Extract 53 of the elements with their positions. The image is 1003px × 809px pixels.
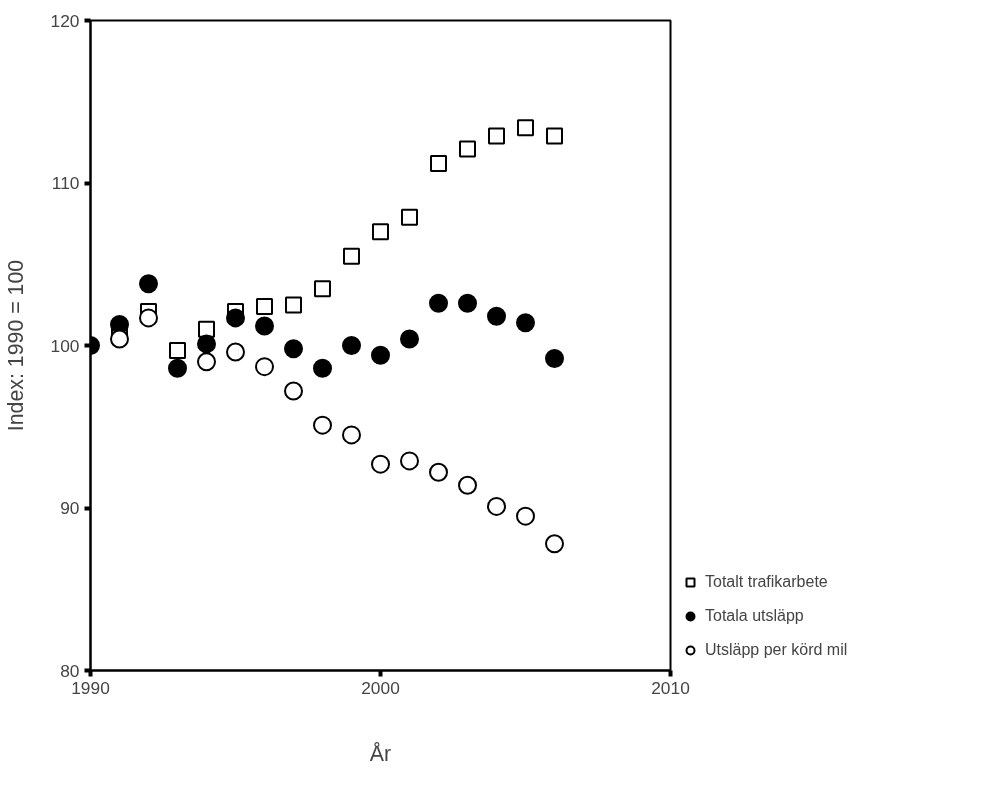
point (313, 415, 332, 435)
point (401, 208, 418, 226)
point (255, 316, 274, 336)
y-axis-title: Index: 1990 = 100 (3, 259, 28, 432)
point (458, 293, 477, 313)
point (256, 298, 273, 315)
point (226, 342, 245, 362)
point (488, 127, 505, 145)
point (400, 451, 419, 471)
point (487, 496, 506, 516)
y-tick-label: 100 (50, 335, 80, 356)
point (343, 247, 360, 265)
point (284, 339, 303, 359)
point (285, 296, 302, 314)
legend-label: Totalt trafikarbete (705, 573, 828, 591)
x-tick-label: 2010 (651, 677, 690, 698)
legend-label: Totala utsläpp (705, 607, 804, 625)
point (372, 223, 389, 241)
point (139, 274, 158, 294)
point (314, 280, 331, 298)
point (342, 336, 361, 355)
point (545, 534, 564, 554)
y-tick-label: 120 (50, 10, 80, 31)
point (429, 462, 448, 482)
point (458, 475, 477, 495)
point (516, 313, 535, 333)
point (545, 349, 564, 368)
point (487, 306, 506, 326)
point (169, 341, 186, 359)
x-axis-title: År (369, 741, 392, 766)
point (226, 308, 245, 328)
point (516, 506, 535, 526)
point (313, 358, 332, 378)
point (459, 140, 476, 158)
point (371, 454, 390, 474)
point (255, 357, 274, 377)
point (546, 127, 563, 145)
point (371, 345, 390, 365)
point (284, 381, 303, 401)
point (430, 155, 447, 172)
point (139, 308, 158, 328)
point (110, 329, 129, 349)
x-tick-label: 2000 (361, 677, 400, 698)
point (342, 425, 361, 445)
legend-label: Utsläpp per körd mil (705, 641, 848, 659)
point (197, 334, 216, 354)
point (517, 119, 534, 137)
point (197, 352, 216, 372)
point (400, 329, 419, 349)
point (429, 293, 448, 313)
point (168, 358, 187, 378)
y-tick-label: 110 (51, 173, 80, 193)
y-tick-label: 90 (60, 498, 80, 518)
